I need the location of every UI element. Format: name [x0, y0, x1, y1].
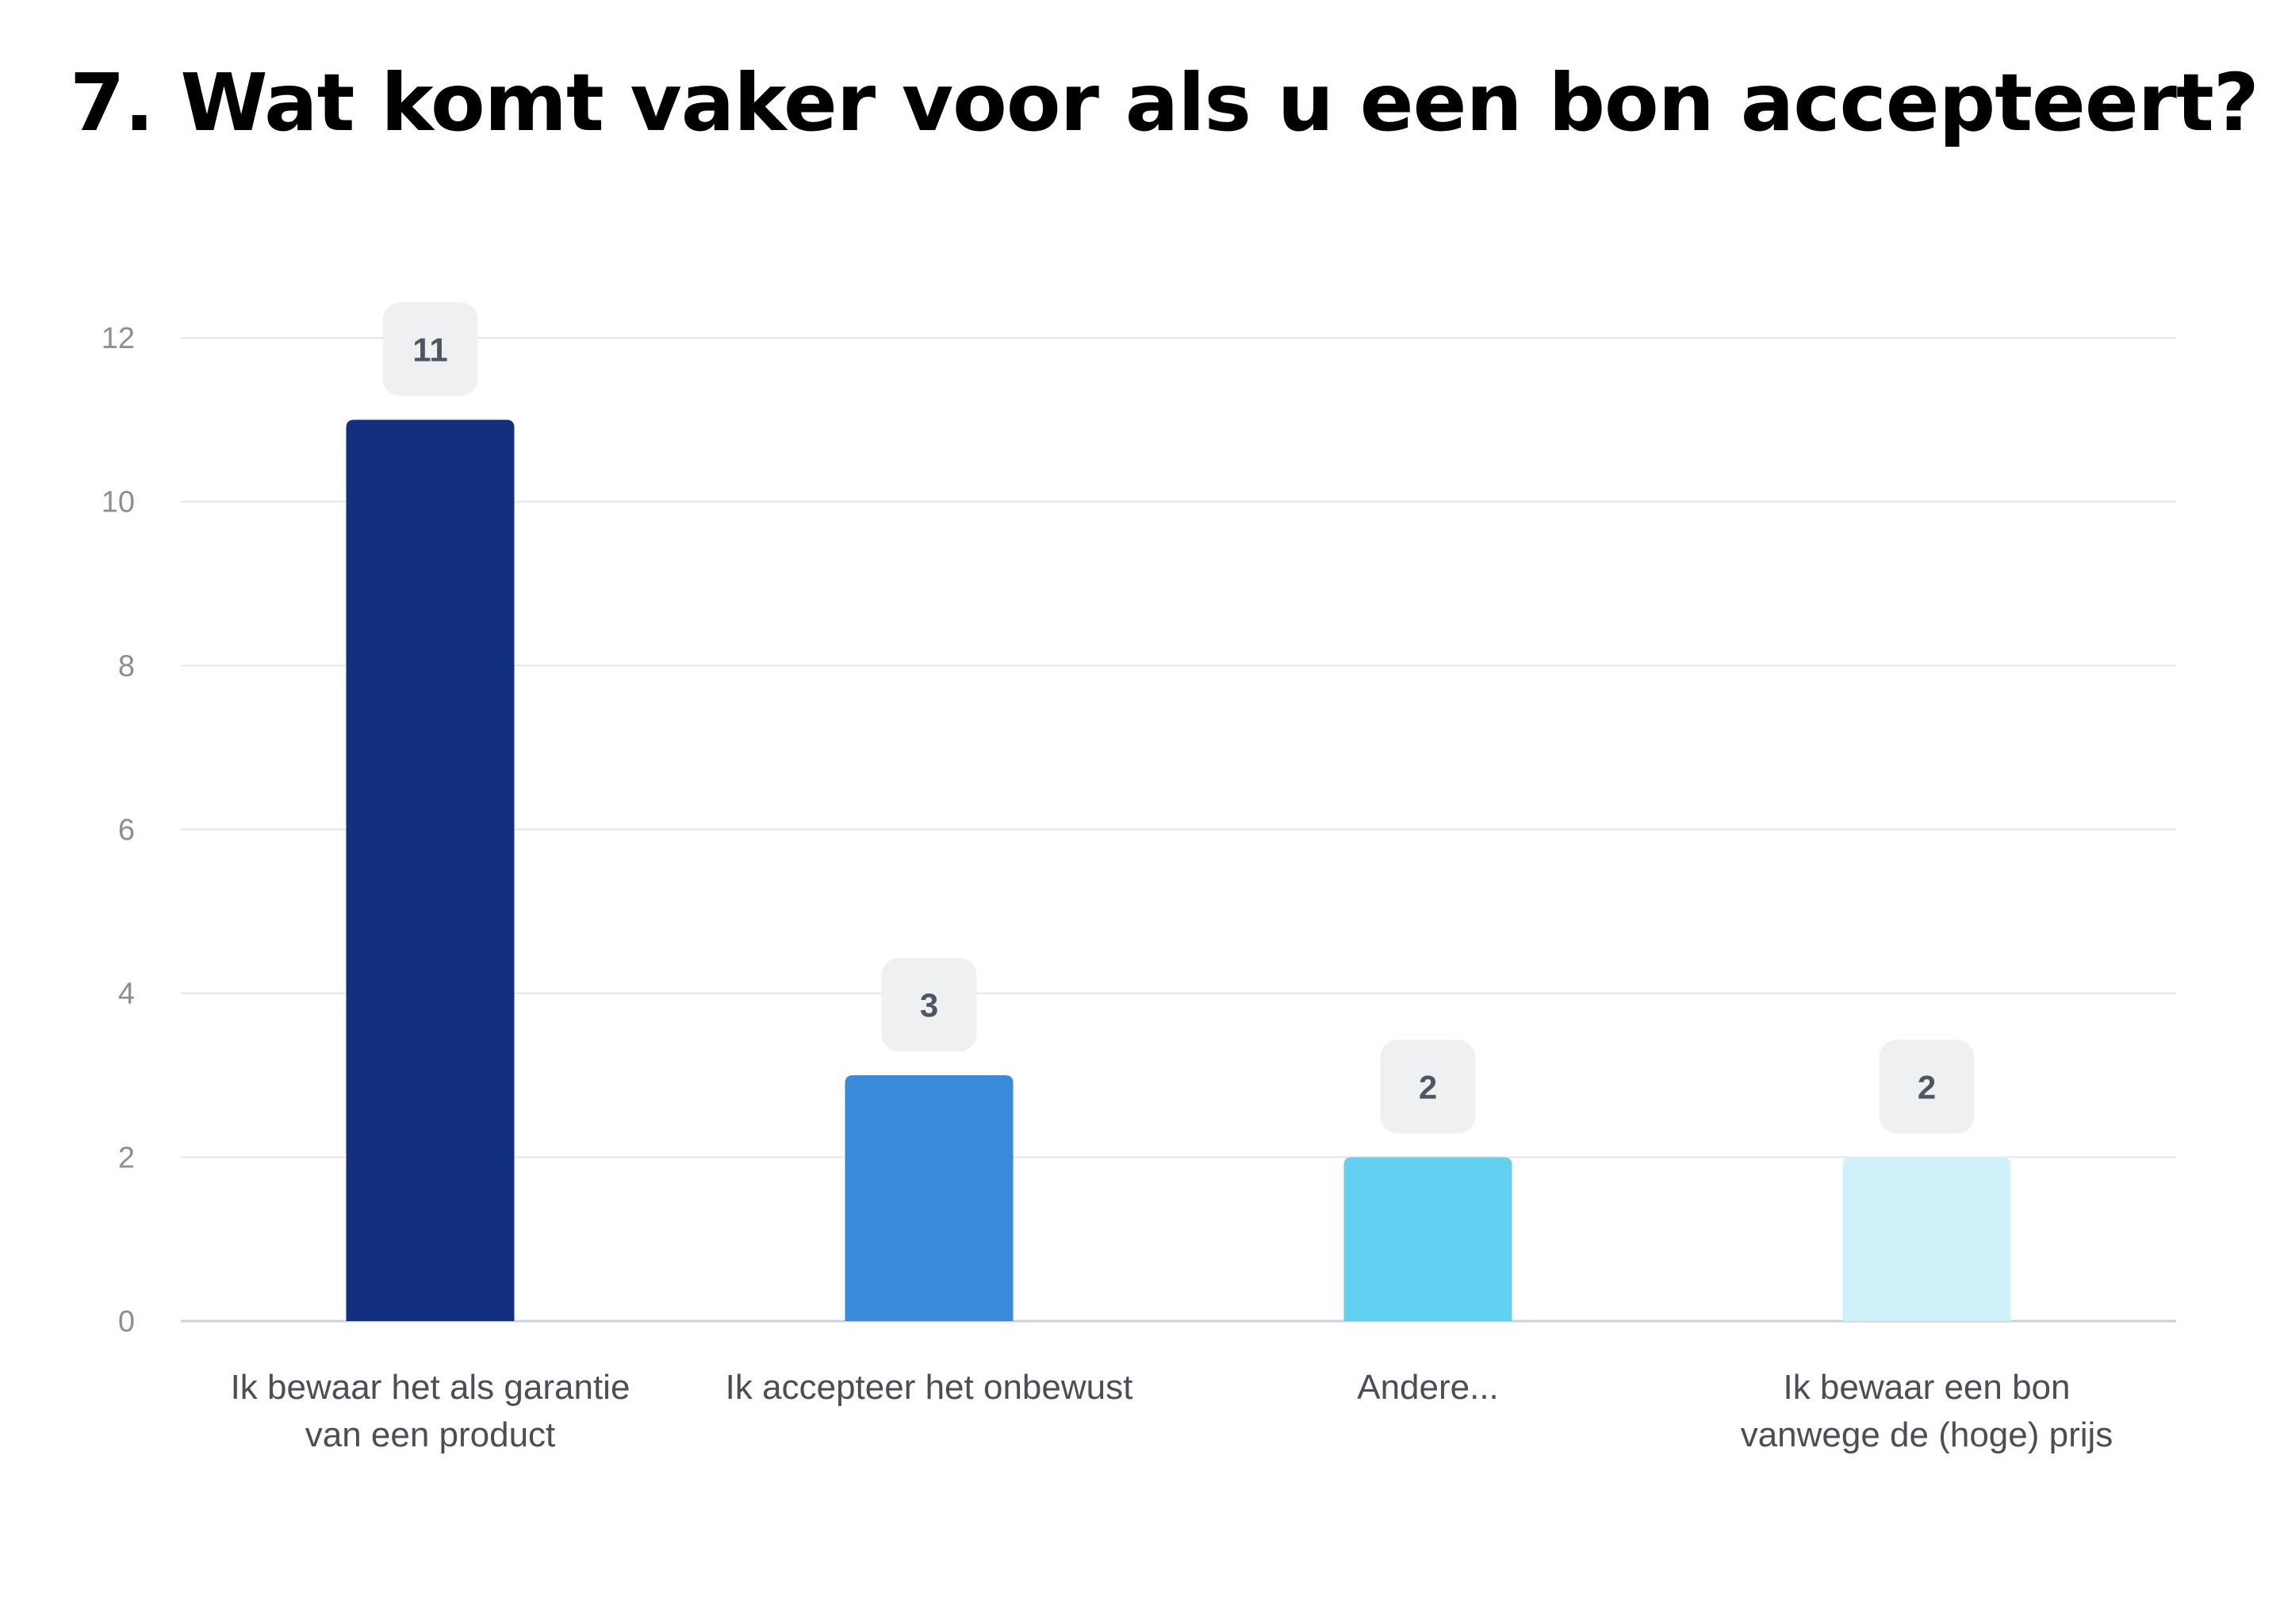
- data-label-pill: [881, 958, 977, 1051]
- data-label: 11: [412, 331, 447, 368]
- x-axis: Ik bewaar het als garantie van een produc…: [231, 1368, 2113, 1454]
- bar: [845, 1075, 1014, 1321]
- y-tick-label: 2: [118, 1141, 135, 1174]
- data-labels: 11 3 2 2: [382, 302, 1975, 1134]
- x-tick-label: Andere...: [1357, 1368, 1499, 1407]
- data-label: 3: [920, 986, 938, 1024]
- data-label-pill: [1879, 1040, 1975, 1134]
- bar: [346, 419, 515, 1322]
- x-tick-label: Ik accepteer het onbewust: [726, 1368, 1133, 1407]
- page-title: 7. Wat komt vaker voor als u een bon acc…: [70, 56, 2259, 149]
- x-tick-label: Ik bewaar het als garantie: [231, 1368, 630, 1407]
- data-label: 2: [1918, 1068, 1936, 1105]
- data-label: 2: [1419, 1068, 1437, 1105]
- y-axis: 0 2 4 6 8 10 12: [102, 322, 135, 1339]
- y-tick-label: 8: [118, 649, 135, 683]
- data-label-pill: [1380, 1040, 1476, 1134]
- x-tick-label: vanwege de (hoge) prijs: [1741, 1415, 2113, 1454]
- bar: [1842, 1157, 2011, 1321]
- x-tick-label: Ik bewaar een bon: [1783, 1368, 2070, 1407]
- y-tick-label: 10: [102, 486, 135, 519]
- bars: [346, 419, 2011, 1322]
- y-tick-label: 4: [118, 978, 135, 1011]
- data-label-pill: [382, 302, 478, 396]
- y-tick-label: 0: [118, 1305, 135, 1339]
- y-tick-label: 12: [102, 322, 135, 355]
- bar: [1343, 1157, 1512, 1321]
- y-tick-label: 6: [118, 814, 135, 847]
- x-tick-label: van een product: [305, 1415, 556, 1454]
